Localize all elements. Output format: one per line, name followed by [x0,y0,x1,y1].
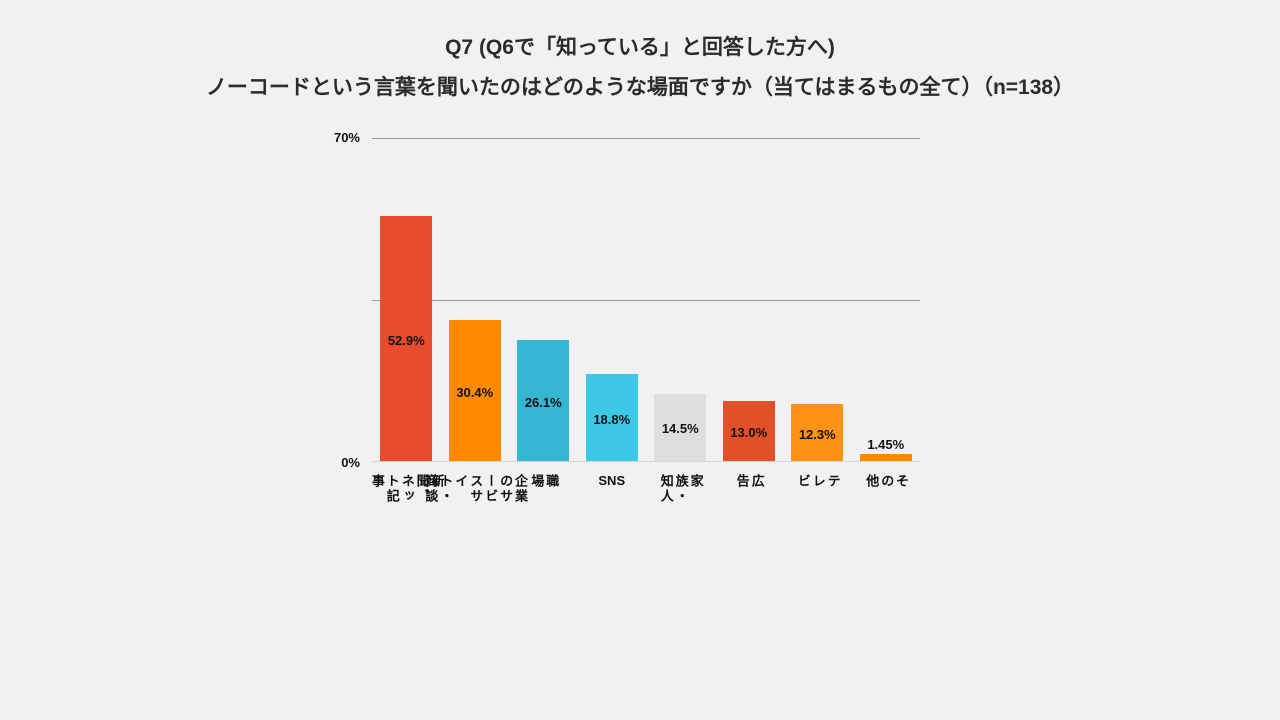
chart-title: Q7 (Q6で「知っている」と回答した方へ) ノーコードという言葉を聞いたのはど… [0,28,1280,108]
gridline-70pct [372,138,920,139]
bar-7 [791,404,844,461]
category-label-6: 広告 [734,474,765,489]
bar-6 [722,400,775,461]
bar-4 [585,373,638,461]
category-label-5: 家族・知人 [658,474,704,504]
bar-5 [654,393,707,461]
title-line-2: ノーコードという言葉を聞いたのはどのような場面ですか（当てはまるもの全て）（n=… [205,76,1075,99]
bar-3 [517,340,570,461]
bar-value-label-4: 18.8% [593,411,631,427]
category-label-3: 職場 [529,474,560,489]
category-label-4: SNS [598,473,626,488]
bar-value-label-7: 12.3% [798,426,836,442]
category-label-2: 企業のサービスサイト・商談 [423,474,529,504]
x-axis-line [372,461,920,462]
bar-1 [380,216,433,461]
y-axis-tick-0: 0% [341,455,360,470]
bar-8 [859,454,912,461]
bar-value-label-6: 13.0% [730,424,768,440]
bar-2 [448,320,501,461]
category-label-1: 新聞、ネット記事 [369,474,445,504]
bar-value-label-1: 52.9% [387,332,425,348]
bar-value-label-8: 1.45% [867,437,905,453]
category-label-7: テレビ [795,474,841,489]
bar-value-label-2: 30.4% [456,384,494,400]
title-line-1: Q7 (Q6で「知っている」と回答した方へ) [445,36,835,59]
category-label-8: その他 [864,474,910,489]
bar-value-label-5: 14.5% [661,421,699,437]
gridline-35pct [372,300,920,301]
y-axis-tick-70: 70% [333,130,360,145]
bar-value-label-3: 26.1% [524,394,562,410]
plot-area: 70% 0% 52.9% 新聞、ネット記事 30.4% 企業のサービスサイト・商談 26… [334,130,920,504]
